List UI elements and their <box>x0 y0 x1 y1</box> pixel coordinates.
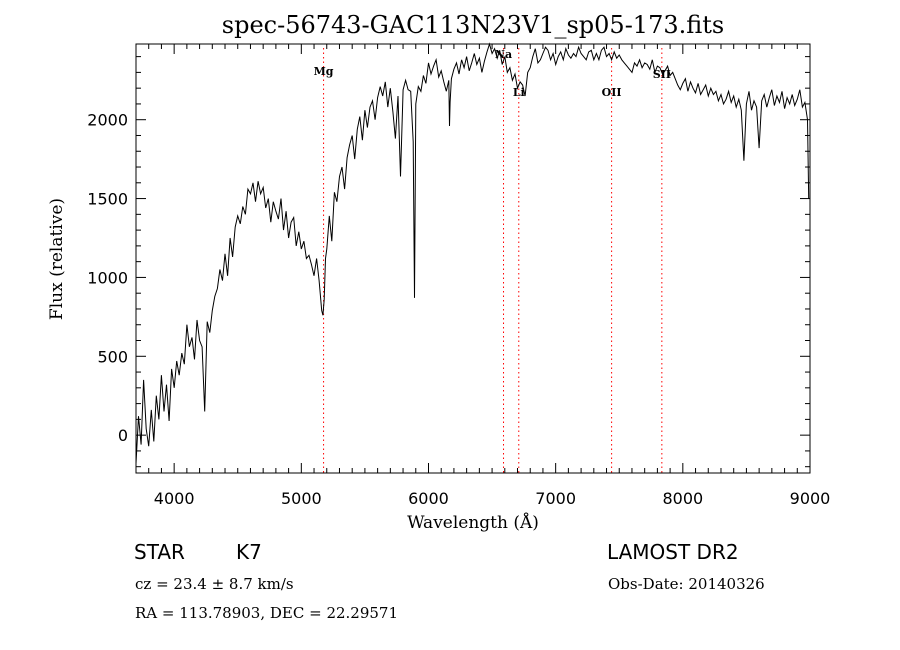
y-tick-label: 1000 <box>87 268 128 287</box>
spectral-line-label: OII <box>602 86 622 99</box>
x-axis-label: Wavelength (Å) <box>407 512 539 533</box>
observation-date: Obs-Date: 20140326 <box>608 575 765 593</box>
x-tick-label: 5000 <box>281 489 322 508</box>
y-tick-label: 0 <box>118 426 128 445</box>
y-tick-label: 1500 <box>87 190 128 209</box>
x-tick-label: 7000 <box>535 489 576 508</box>
y-axis-label: Flux (relative) <box>47 198 67 320</box>
axis-ticks <box>136 44 810 473</box>
y-tick-label: 500 <box>97 347 128 366</box>
spectral-subclass: K7 <box>236 540 262 564</box>
chart-title: spec-56743-GAC113N23V1_sp05-173.fits <box>222 11 724 39</box>
x-tick-label: 4000 <box>154 489 195 508</box>
redshift-velocity: cz = 23.4 ± 8.7 km/s <box>135 575 294 593</box>
spectrum-line <box>136 44 809 464</box>
y-tick-label: 2000 <box>87 111 128 130</box>
x-tick-label: 6000 <box>408 489 449 508</box>
object-class: STAR <box>134 540 185 564</box>
x-tick-label: 9000 <box>790 489 831 508</box>
x-tick-labels: 4000 5000 6000 7000 8000 9000 <box>154 489 831 508</box>
x-tick-label: 8000 <box>662 489 703 508</box>
y-tick-labels: 0 500 1000 1500 2000 <box>87 111 128 445</box>
plot-frame <box>136 44 810 473</box>
spectral-line-label: Mg <box>314 65 334 78</box>
survey-name: LAMOST DR2 <box>607 540 739 564</box>
coordinates: RA = 113.78903, DEC = 22.29571 <box>135 604 398 622</box>
